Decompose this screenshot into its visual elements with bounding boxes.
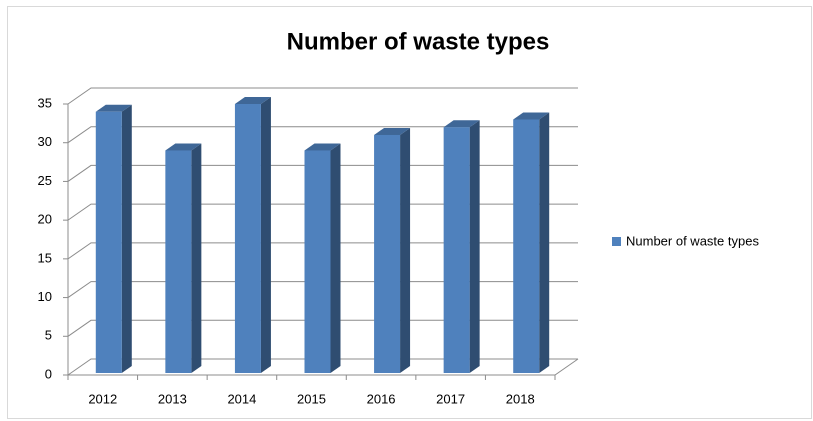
bar-top [165, 143, 202, 151]
grid-line [67, 319, 578, 337]
x-tick-label: 2016 [367, 391, 396, 406]
x-tick-label: 2015 [297, 391, 326, 406]
grid-line [67, 281, 578, 298]
bar [513, 119, 540, 373]
grid-line [67, 126, 578, 144]
x-tick-label: 2012 [88, 391, 117, 406]
grid-line [67, 203, 578, 221]
bar-side [330, 143, 341, 373]
x-tick-label: 2017 [436, 391, 465, 406]
legend-label: Number of waste types [626, 233, 759, 248]
chart-title: Number of waste types [287, 28, 550, 55]
bar-side [539, 112, 550, 373]
grid-line [67, 164, 578, 182]
legend-swatch [612, 237, 621, 246]
bar-top [513, 112, 550, 120]
y-tick-label: 10 [38, 289, 52, 304]
y-tick-label: 0 [45, 366, 52, 381]
bar-top [234, 97, 271, 104]
bar-side [400, 127, 411, 373]
y-tick-label: 15 [38, 250, 52, 265]
grid-line [67, 242, 578, 260]
bar [443, 127, 470, 373]
x-tick-label: 2013 [158, 391, 187, 406]
bar-side [260, 97, 271, 373]
bar-top [95, 104, 132, 112]
grid-line [67, 87, 578, 105]
bar [95, 111, 122, 373]
x-tick-label: 2018 [506, 391, 535, 406]
bar-side [121, 104, 132, 373]
bar-side [191, 143, 202, 373]
bar [304, 150, 331, 373]
bar-top [304, 143, 341, 151]
bar-side [469, 120, 480, 373]
y-tick-label: 35 [38, 95, 52, 110]
bar-top [443, 120, 480, 128]
bar [165, 150, 192, 373]
bar [234, 104, 261, 373]
y-tick-label: 20 [38, 212, 52, 227]
y-tick-label: 5 [45, 328, 52, 343]
x-tick-label: 2014 [227, 391, 256, 406]
bar [374, 134, 401, 373]
grid-line [67, 358, 578, 376]
bar-top [374, 127, 411, 135]
y-tick-label: 30 [38, 134, 52, 149]
y-tick-label: 25 [38, 173, 52, 188]
